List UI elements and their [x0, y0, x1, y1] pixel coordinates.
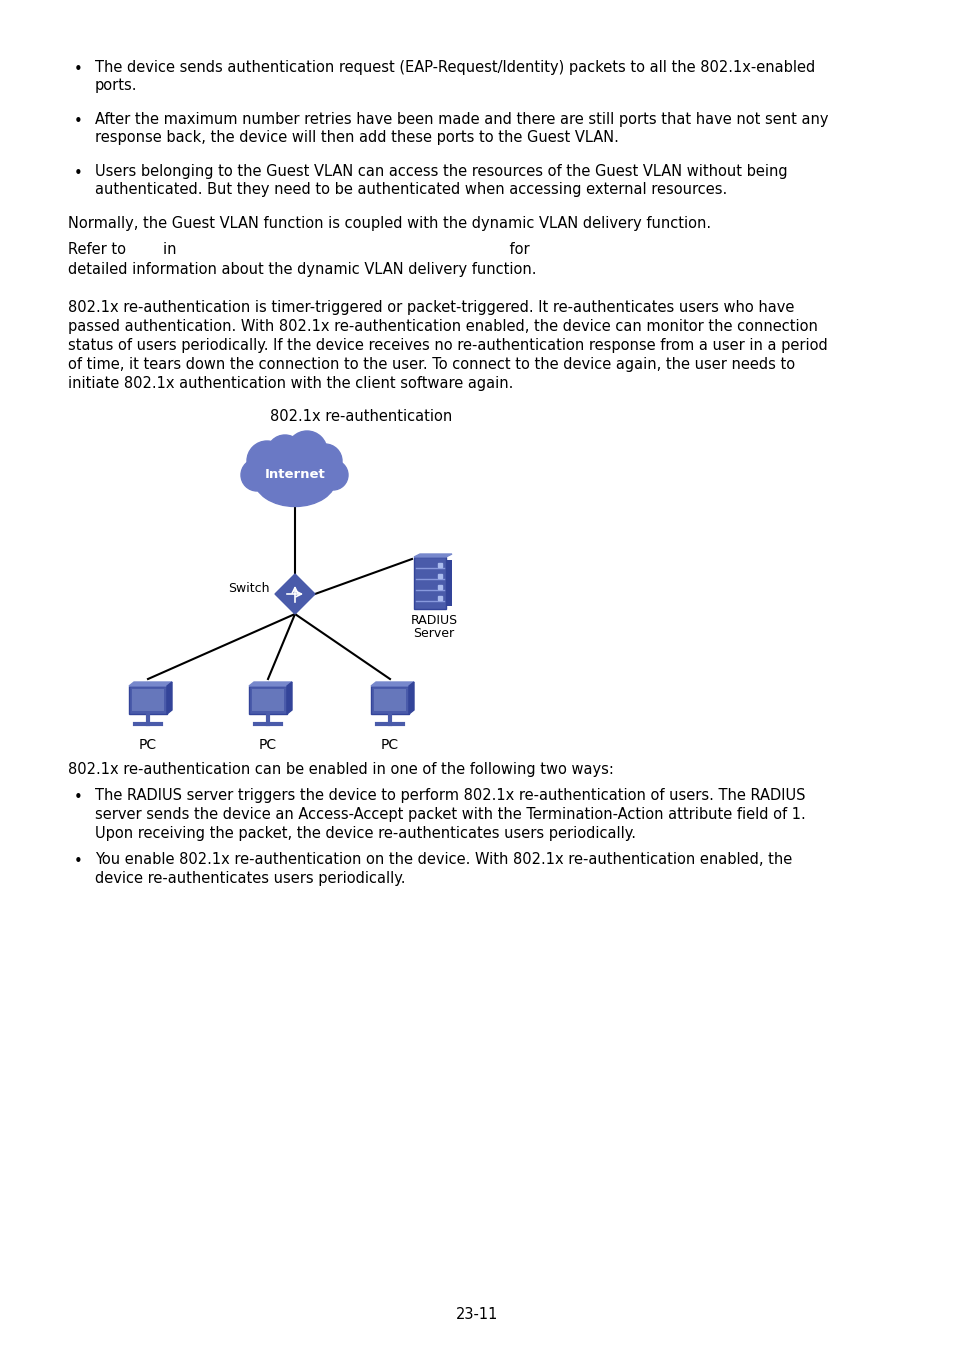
Polygon shape	[167, 682, 172, 714]
Text: 23-11: 23-11	[456, 1307, 497, 1322]
Text: •: •	[73, 855, 82, 869]
Text: PC: PC	[380, 738, 398, 752]
Polygon shape	[287, 682, 292, 714]
Ellipse shape	[253, 451, 335, 506]
Polygon shape	[414, 554, 452, 558]
Text: Users belonging to the Guest VLAN can access the resources of the Guest VLAN wit: Users belonging to the Guest VLAN can ac…	[95, 163, 787, 180]
Polygon shape	[274, 574, 314, 614]
Text: device re-authenticates users periodically.: device re-authenticates users periodical…	[95, 871, 405, 886]
Text: Normally, the Guest VLAN function is coupled with the dynamic VLAN delivery func: Normally, the Guest VLAN function is cou…	[68, 216, 710, 231]
FancyBboxPatch shape	[374, 688, 406, 711]
Text: of time, it tears down the connection to the user. To connect to the device agai: of time, it tears down the connection to…	[68, 356, 794, 373]
Polygon shape	[249, 682, 292, 686]
Text: detailed information about the dynamic VLAN delivery function.: detailed information about the dynamic V…	[68, 262, 536, 277]
Text: Refer to        in                                                              : Refer to in	[68, 242, 529, 256]
Text: ports.: ports.	[95, 78, 137, 93]
Text: 802.1x re-authentication: 802.1x re-authentication	[270, 409, 452, 424]
Text: status of users periodically. If the device receives no re-authentication respon: status of users periodically. If the dev…	[68, 338, 827, 352]
Text: PC: PC	[258, 738, 276, 752]
FancyBboxPatch shape	[252, 688, 284, 711]
Text: •: •	[73, 62, 82, 77]
Text: response back, the device will then add these ports to the Guest VLAN.: response back, the device will then add …	[95, 130, 618, 144]
Circle shape	[247, 441, 287, 481]
Text: •: •	[73, 113, 82, 130]
Text: Internet: Internet	[264, 468, 325, 482]
FancyBboxPatch shape	[371, 686, 409, 714]
FancyBboxPatch shape	[446, 560, 452, 606]
Text: authenticated. But they need to be authenticated when accessing external resourc: authenticated. But they need to be authe…	[95, 182, 726, 197]
FancyBboxPatch shape	[129, 686, 167, 714]
Polygon shape	[371, 682, 414, 686]
Text: Upon receiving the packet, the device re-authenticates users periodically.: Upon receiving the packet, the device re…	[95, 826, 636, 841]
Text: •: •	[73, 166, 82, 181]
Text: 802.1x re-authentication can be enabled in one of the following two ways:: 802.1x re-authentication can be enabled …	[68, 761, 613, 778]
Text: server sends the device an Access-Accept packet with the Termination-Action attr: server sends the device an Access-Accept…	[95, 807, 805, 822]
Text: Server: Server	[413, 626, 454, 640]
Text: You enable 802.1x re-authentication on the device. With 802.1x re-authentication: You enable 802.1x re-authentication on t…	[95, 852, 791, 867]
Circle shape	[317, 460, 348, 490]
Text: The device sends authentication request (EAP-Request/Identity) packets to all th: The device sends authentication request …	[95, 59, 815, 76]
Text: RADIUS: RADIUS	[410, 614, 457, 626]
Circle shape	[287, 431, 327, 471]
Text: PC: PC	[139, 738, 157, 752]
Polygon shape	[409, 682, 414, 714]
Text: 802.1x re-authentication is timer-triggered or packet-triggered. It re-authentic: 802.1x re-authentication is timer-trigge…	[68, 300, 794, 315]
Circle shape	[241, 459, 273, 491]
FancyBboxPatch shape	[249, 686, 287, 714]
FancyBboxPatch shape	[132, 688, 164, 711]
Text: initiate 802.1x authentication with the client software again.: initiate 802.1x authentication with the …	[68, 377, 513, 392]
Circle shape	[308, 444, 341, 478]
Circle shape	[267, 435, 303, 471]
Text: passed authentication. With 802.1x re-authentication enabled, the device can mon: passed authentication. With 802.1x re-au…	[68, 319, 817, 333]
Polygon shape	[129, 682, 172, 686]
Text: The RADIUS server triggers the device to perform 802.1x re-authentication of use: The RADIUS server triggers the device to…	[95, 788, 804, 803]
Text: Switch: Switch	[229, 582, 270, 595]
FancyBboxPatch shape	[414, 558, 446, 609]
Text: •: •	[73, 790, 82, 805]
Text: After the maximum number retries have been made and there are still ports that h: After the maximum number retries have be…	[95, 112, 827, 127]
